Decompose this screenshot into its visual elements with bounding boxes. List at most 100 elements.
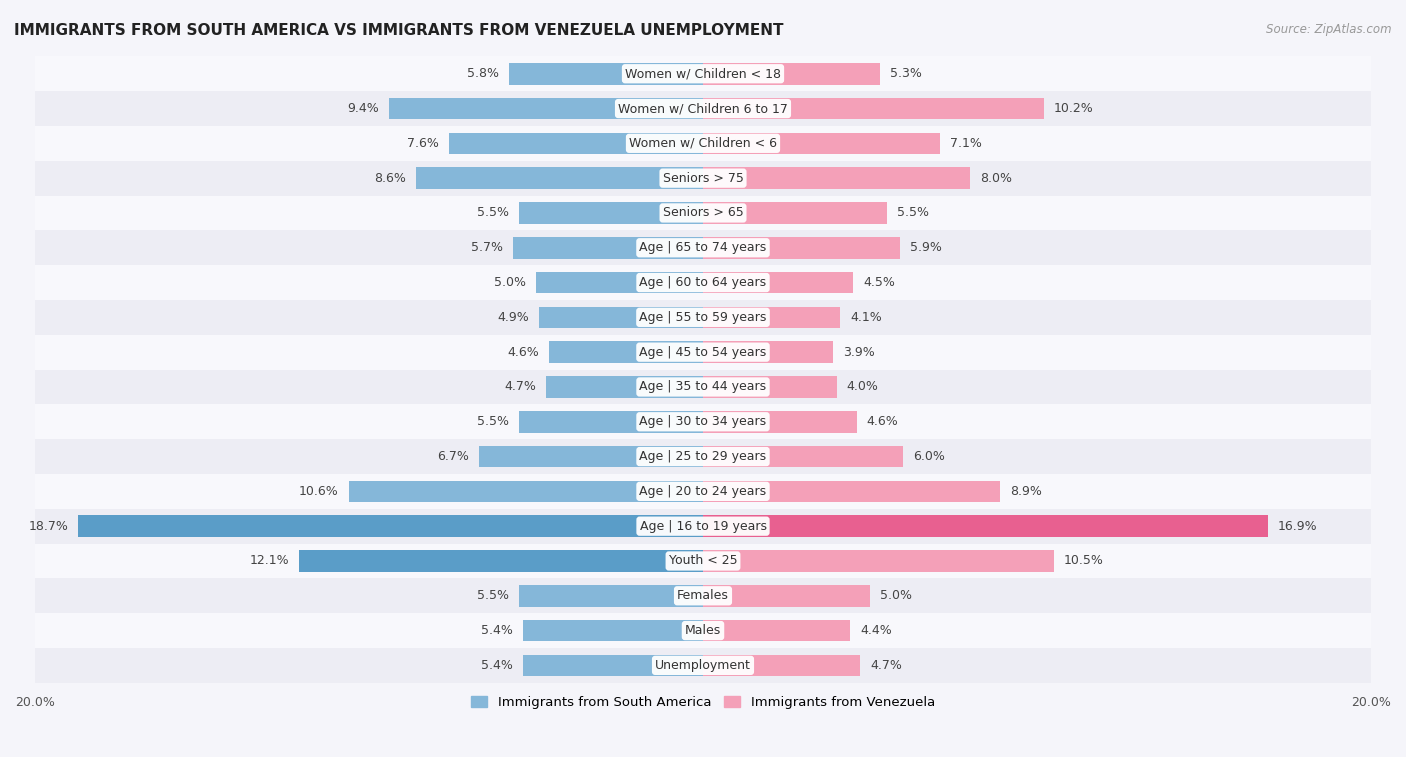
Bar	[703, 585, 870, 606]
Text: Age | 16 to 19 years: Age | 16 to 19 years	[640, 519, 766, 533]
Text: Women w/ Children 6 to 17: Women w/ Children 6 to 17	[619, 102, 787, 115]
Bar	[35, 369, 1371, 404]
Text: Age | 30 to 34 years: Age | 30 to 34 years	[640, 416, 766, 428]
Text: 6.7%: 6.7%	[437, 450, 470, 463]
Text: Age | 45 to 54 years: Age | 45 to 54 years	[640, 346, 766, 359]
Text: Women w/ Children < 18: Women w/ Children < 18	[626, 67, 780, 80]
Bar	[479, 446, 703, 467]
Text: 12.1%: 12.1%	[249, 554, 288, 568]
Bar	[703, 202, 887, 224]
Bar	[703, 481, 1000, 502]
Text: Seniors > 65: Seniors > 65	[662, 207, 744, 220]
Bar	[703, 307, 839, 328]
Bar	[35, 509, 1371, 544]
Bar	[35, 91, 1371, 126]
Bar	[299, 550, 703, 572]
Text: Age | 20 to 24 years: Age | 20 to 24 years	[640, 485, 766, 498]
Text: 5.5%: 5.5%	[477, 416, 509, 428]
Text: 9.4%: 9.4%	[347, 102, 380, 115]
Text: Age | 35 to 44 years: Age | 35 to 44 years	[640, 381, 766, 394]
Bar	[35, 578, 1371, 613]
Bar	[35, 126, 1371, 160]
Bar	[35, 300, 1371, 335]
Bar	[35, 195, 1371, 230]
Bar	[703, 655, 860, 676]
Bar	[519, 585, 703, 606]
Bar	[703, 516, 1268, 537]
Text: 5.9%: 5.9%	[910, 241, 942, 254]
Bar	[349, 481, 703, 502]
Text: 4.0%: 4.0%	[846, 381, 879, 394]
Bar	[703, 132, 941, 154]
Text: 5.5%: 5.5%	[477, 207, 509, 220]
Bar	[703, 237, 900, 259]
Text: 5.7%: 5.7%	[471, 241, 502, 254]
Bar	[703, 341, 834, 363]
Text: Males: Males	[685, 624, 721, 637]
Text: 7.1%: 7.1%	[950, 137, 981, 150]
Legend: Immigrants from South America, Immigrants from Venezuela: Immigrants from South America, Immigrant…	[465, 691, 941, 715]
Bar	[703, 550, 1053, 572]
Bar	[536, 272, 703, 293]
Text: 18.7%: 18.7%	[28, 519, 69, 533]
Text: 5.5%: 5.5%	[477, 589, 509, 603]
Bar	[35, 404, 1371, 439]
Bar	[523, 655, 703, 676]
Text: 5.8%: 5.8%	[467, 67, 499, 80]
Text: Women w/ Children < 6: Women w/ Children < 6	[628, 137, 778, 150]
Text: 4.7%: 4.7%	[870, 659, 901, 672]
Text: Seniors > 75: Seniors > 75	[662, 172, 744, 185]
Bar	[540, 307, 703, 328]
Text: 4.1%: 4.1%	[851, 311, 882, 324]
Bar	[509, 63, 703, 85]
Text: 7.6%: 7.6%	[408, 137, 439, 150]
Bar	[703, 167, 970, 189]
Text: 5.4%: 5.4%	[481, 624, 513, 637]
Bar	[35, 439, 1371, 474]
Text: 4.6%: 4.6%	[866, 416, 898, 428]
Text: 5.0%: 5.0%	[494, 276, 526, 289]
Bar	[703, 411, 856, 432]
Text: 8.0%: 8.0%	[980, 172, 1012, 185]
Bar	[35, 230, 1371, 265]
Text: Age | 55 to 59 years: Age | 55 to 59 years	[640, 311, 766, 324]
Text: 4.4%: 4.4%	[860, 624, 891, 637]
Bar	[550, 341, 703, 363]
Text: 5.5%: 5.5%	[897, 207, 929, 220]
Text: Age | 60 to 64 years: Age | 60 to 64 years	[640, 276, 766, 289]
Bar	[703, 272, 853, 293]
Bar	[389, 98, 703, 120]
Text: Females: Females	[678, 589, 728, 603]
Bar	[703, 98, 1043, 120]
Text: IMMIGRANTS FROM SOUTH AMERICA VS IMMIGRANTS FROM VENEZUELA UNEMPLOYMENT: IMMIGRANTS FROM SOUTH AMERICA VS IMMIGRA…	[14, 23, 783, 38]
Bar	[546, 376, 703, 397]
Bar	[519, 202, 703, 224]
Bar	[703, 620, 851, 641]
Bar	[35, 160, 1371, 195]
Bar	[513, 237, 703, 259]
Text: 4.6%: 4.6%	[508, 346, 540, 359]
Text: 16.9%: 16.9%	[1278, 519, 1317, 533]
Text: 4.7%: 4.7%	[505, 381, 536, 394]
Bar	[416, 167, 703, 189]
Text: 5.0%: 5.0%	[880, 589, 912, 603]
Text: Source: ZipAtlas.com: Source: ZipAtlas.com	[1267, 23, 1392, 36]
Text: 5.4%: 5.4%	[481, 659, 513, 672]
Text: 10.6%: 10.6%	[299, 485, 339, 498]
Text: 10.2%: 10.2%	[1053, 102, 1094, 115]
Text: 8.9%: 8.9%	[1011, 485, 1042, 498]
Text: Age | 65 to 74 years: Age | 65 to 74 years	[640, 241, 766, 254]
Bar	[79, 516, 703, 537]
Bar	[35, 335, 1371, 369]
Text: 6.0%: 6.0%	[914, 450, 945, 463]
Bar	[35, 56, 1371, 91]
Text: 3.9%: 3.9%	[844, 346, 875, 359]
Bar	[35, 265, 1371, 300]
Bar	[703, 446, 904, 467]
Bar	[35, 648, 1371, 683]
Bar	[35, 544, 1371, 578]
Text: 10.5%: 10.5%	[1064, 554, 1104, 568]
Text: 4.9%: 4.9%	[498, 311, 529, 324]
Text: 8.6%: 8.6%	[374, 172, 406, 185]
Text: Youth < 25: Youth < 25	[669, 554, 737, 568]
